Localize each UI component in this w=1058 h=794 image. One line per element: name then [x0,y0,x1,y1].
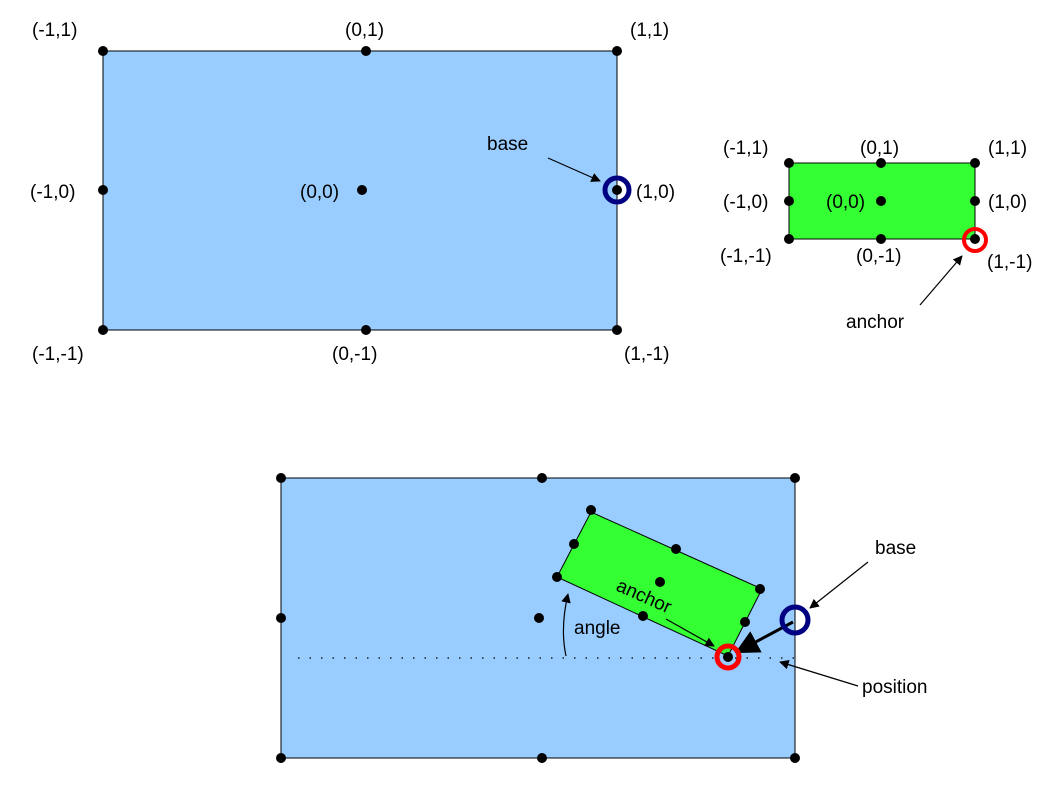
child-label-mr: (1,0) [988,192,1027,213]
point-mr [612,185,622,195]
child-panel: (-1,1) (0,1) (1,1) (-1,0) (0,0) (1,0) (-… [720,138,1032,333]
rotated-point-bl [552,572,562,582]
label-bl: (-1,-1) [32,344,84,365]
child-point-ml [784,196,794,206]
child-point-br [970,234,980,244]
anchor-marker [962,227,988,253]
anchor-callout-label: anchor [846,312,905,333]
point-tl [98,46,108,56]
label-ml: (-1,0) [30,182,75,203]
child-label-bl: (-1,-1) [720,246,772,267]
anchor-callout-arrow [919,255,963,306]
composed-point-c [534,613,544,623]
anchor-pointer-arrow [665,618,715,647]
rotated-point-mr [740,617,750,627]
child-point-mr [970,196,980,206]
child-point-bl [784,234,794,244]
base-marker [602,175,632,205]
label-tc: (0,1) [345,20,384,41]
label-bc: (0,-1) [332,344,377,365]
point-tr [612,46,622,56]
child-label-bc: (0,-1) [856,246,901,267]
child-point-tl [784,158,794,168]
composed-point-tl [276,473,286,483]
label-tr: (1,1) [630,20,669,41]
child-label-tr: (1,1) [988,138,1027,159]
point-br [612,325,622,335]
composed-base-marker [779,604,811,636]
parent-panel: (-1,1) (0,1) (1,1) (-1,0) (0,0) (1,0) (-… [30,20,675,365]
label-c: (0,0) [300,182,339,203]
angle-arc [561,593,571,657]
point-ml [98,185,108,195]
point-bl [98,325,108,335]
point-tc [361,46,371,56]
child-point-c [876,196,886,206]
composed-point-tr [790,473,800,483]
child-label-br: (1,-1) [987,252,1032,273]
child-label-ml: (-1,0) [723,192,768,213]
point-c [357,185,367,195]
child-point-tr [970,158,980,168]
composed-point-ml [276,613,286,623]
child-point-tc [876,158,886,168]
position-label: position [862,677,928,698]
composed-point-bc [537,753,547,763]
rotated-point-tc [671,544,681,554]
child-label-tc: (0,1) [860,138,899,159]
composed-anchor-marker [714,643,742,671]
rotated-point-tl [586,505,596,515]
child-label-tl: (-1,1) [723,138,768,159]
label-tl: (-1,1) [32,20,77,41]
rotated-point-ml [569,539,579,549]
rotated-point-c [655,577,665,587]
composed-point-tc [537,473,547,483]
child-point-bc [876,234,886,244]
base-callout-label: base [487,134,528,155]
label-mr: (1,0) [636,182,675,203]
composition-panel: angle anchor base position [276,473,928,763]
base-pointer-arrow [809,561,869,609]
composed-point-bl [276,753,286,763]
composed-point-br [790,753,800,763]
angle-label: angle [574,618,621,639]
base-callout-arrow [547,157,601,182]
rotated-point-br [723,652,733,662]
base-label-composed: base [875,538,916,559]
rotated-point-bc [638,611,648,621]
position-pointer-arrow [779,659,859,687]
label-br: (1,-1) [624,344,669,365]
child-label-c: (0,0) [826,192,865,213]
point-bc [361,325,371,335]
rotated-point-tr [755,584,765,594]
